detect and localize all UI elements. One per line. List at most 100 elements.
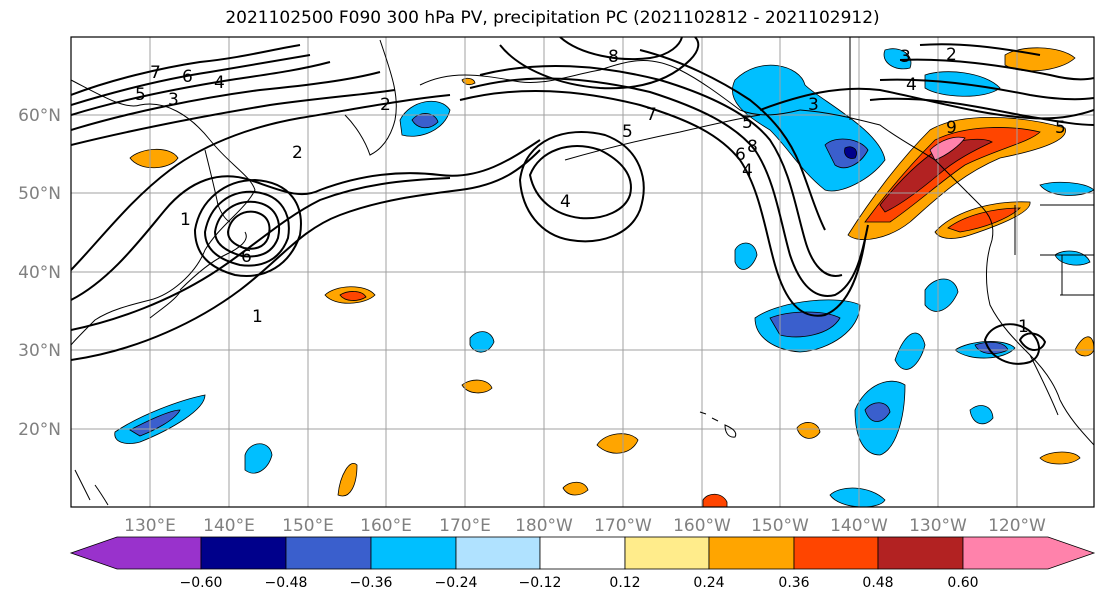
colorbar-ticks: −0.60 −0.48 −0.36 −0.24 −0.12 0.12 0.24 … xyxy=(180,575,979,591)
lon-label: 140°W xyxy=(830,516,888,536)
coast-borders xyxy=(1014,204,1094,296)
lon-label: 150°E xyxy=(282,516,334,536)
contour-label: 9 xyxy=(946,118,957,138)
map-plot-area: 7 6 4 5 3 2 1 8 4 5 7 8 6 4 5 2 3 4 9 5 … xyxy=(71,37,1094,507)
precip-positive-sea-of-okhotsk xyxy=(129,148,179,169)
contour-label: 2 xyxy=(380,95,391,115)
precip-positive-south-central xyxy=(596,433,639,454)
coast-alaska-south xyxy=(799,109,936,161)
contour-label: 6 xyxy=(241,247,252,267)
colorbar-tick-label: −0.60 xyxy=(180,575,223,591)
pv-contour-vortex-4 xyxy=(226,210,271,250)
precip-negative-gulf-core xyxy=(844,146,857,159)
colorbar-tick-label: −0.48 xyxy=(265,575,308,591)
colorbar-tick-label: 0.24 xyxy=(693,575,724,591)
precip-negative-central-strong xyxy=(769,311,841,338)
precip-positive-north-pacific-strong xyxy=(339,291,367,301)
precip-strong-oregon xyxy=(947,207,1021,233)
colorbar-tick-label: 0.12 xyxy=(609,575,640,591)
coast-canada-bc xyxy=(934,159,994,241)
precip-negative-west-bering xyxy=(734,242,758,270)
lon-label: 140°E xyxy=(203,516,255,536)
pv-contours xyxy=(71,37,1094,365)
colorbar-segment xyxy=(69,536,202,570)
precip-negative-western-pacific xyxy=(244,443,273,474)
lon-label: 180°W xyxy=(515,516,573,536)
pv-contour-4-central xyxy=(528,145,632,220)
colorbar-segment xyxy=(624,536,710,570)
map-title: 2021102500 F090 300 hPa PV, precipitatio… xyxy=(225,8,880,28)
pv-contour-north-8 xyxy=(559,37,683,61)
contour-label: 4 xyxy=(742,161,753,181)
colorbar-segment xyxy=(708,536,795,570)
contour-label: 8 xyxy=(608,47,619,67)
precip-negative-south-east xyxy=(969,405,994,425)
pv-contour-trough-2 xyxy=(469,77,869,297)
contour-label: 4 xyxy=(906,75,917,95)
precip-positive-small-3 xyxy=(1039,451,1081,465)
colorbar-tick-label: −0.24 xyxy=(435,575,478,591)
pv-contour-east-4 xyxy=(879,78,1094,101)
precip-negative-hawaii-east xyxy=(894,332,926,370)
contour-label: 2 xyxy=(292,143,303,163)
contour-label: 2 xyxy=(946,45,957,65)
colorbar-tick-label: −0.12 xyxy=(519,575,562,591)
contour-label: 1 xyxy=(252,307,263,327)
coast-us-west xyxy=(985,239,1061,401)
contour-label: 3 xyxy=(168,90,179,110)
gridlines xyxy=(71,37,1094,507)
pv-contour-vortex-2 xyxy=(203,190,290,267)
colorbar-segment xyxy=(200,536,287,570)
pv-contour-cutoff-small xyxy=(1018,332,1047,351)
precip-negative-midpacific xyxy=(469,331,495,353)
lat-label: 30°N xyxy=(18,341,61,361)
contour-label: 6 xyxy=(735,145,746,165)
pv-contour-east-3 xyxy=(899,58,1094,81)
pv-contour-trough-1 xyxy=(459,89,866,317)
precip-negative-bering xyxy=(883,48,912,70)
contour-label: 5 xyxy=(135,85,146,105)
pv-contour-4-west xyxy=(71,71,381,131)
precip-peak-west-coast xyxy=(929,136,966,161)
pv-contour-east-ridge xyxy=(759,87,1094,120)
lon-label: 160°E xyxy=(360,516,412,536)
colorbar-segment xyxy=(793,536,879,570)
contour-label: 1 xyxy=(180,210,191,230)
contour-label: 1 xyxy=(1018,317,1029,337)
pv-contour-cutoff xyxy=(983,323,1040,365)
precip-positive-small-1 xyxy=(562,481,589,496)
pv-contour-east-5 xyxy=(869,97,1094,126)
lat-label: 60°N xyxy=(18,106,61,126)
lat-label: 50°N xyxy=(18,184,61,204)
contour-label: 3 xyxy=(900,47,911,67)
longitude-axis: 130°E 140°E 150°E 160°E 170°E 180°W 170°… xyxy=(124,516,1046,536)
lon-label: 150°W xyxy=(751,516,809,536)
pv-contour-north-loop xyxy=(499,37,700,90)
colorbar-segment xyxy=(539,536,626,570)
contour-label: 4 xyxy=(214,73,225,93)
lon-label: 130°W xyxy=(909,516,967,536)
contour-label: 7 xyxy=(646,105,657,125)
latitude-axis: 60°N 50°N 40°N 30°N 20°N xyxy=(18,106,61,440)
precip-positive-small-2 xyxy=(796,422,821,439)
coast-asia xyxy=(71,79,256,346)
precip-negative-south xyxy=(829,487,886,507)
coast-mexico xyxy=(1059,399,1094,446)
colorbar-segment xyxy=(877,536,964,570)
pv-contour-2-jet xyxy=(71,94,451,271)
pv-contour-east-2 xyxy=(919,43,1041,56)
coast-aleutians xyxy=(564,114,761,161)
precip-positive-small-4 xyxy=(702,493,728,507)
lon-label: 160°W xyxy=(673,516,731,536)
colorbar-tick-label: 0.60 xyxy=(947,575,978,591)
colorbar-segment xyxy=(285,536,372,570)
pv-contour-trough-inner xyxy=(639,49,826,231)
pv-contour-trough-3 xyxy=(479,64,843,277)
lon-label: 130°E xyxy=(124,516,176,536)
lon-label: 120°W xyxy=(988,516,1046,536)
pv-contour-5 xyxy=(71,61,331,116)
colorbar-tick-label: 0.36 xyxy=(778,575,809,591)
coast-alaska-west xyxy=(679,69,801,116)
precip-negative-kamchatka-strong xyxy=(411,113,439,129)
